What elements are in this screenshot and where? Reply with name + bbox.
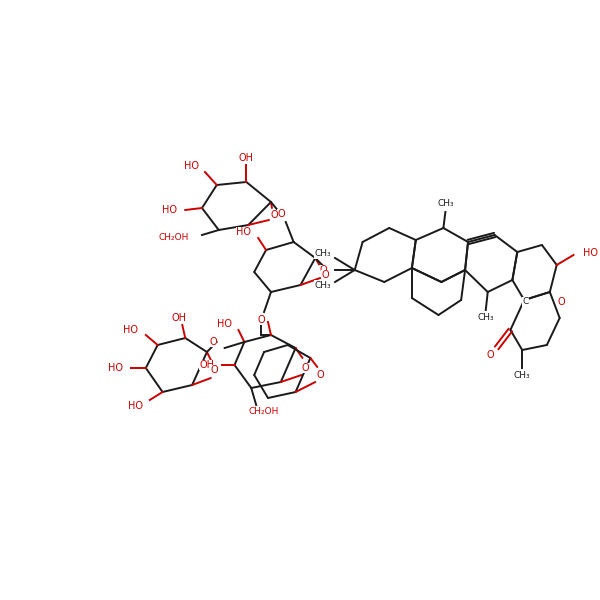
Text: O: O xyxy=(270,210,278,220)
Text: O: O xyxy=(257,315,265,325)
Text: HO: HO xyxy=(236,227,251,237)
Text: O: O xyxy=(302,363,309,373)
Text: OH: OH xyxy=(200,360,215,370)
Text: O: O xyxy=(320,265,327,275)
Text: HO: HO xyxy=(217,319,232,329)
Text: C: C xyxy=(522,298,529,307)
Text: HO: HO xyxy=(184,161,199,171)
Text: HO: HO xyxy=(123,325,138,335)
Text: HO: HO xyxy=(583,248,598,258)
Text: HO: HO xyxy=(128,401,143,411)
Text: CH₃: CH₃ xyxy=(437,199,454,208)
Text: CH₃: CH₃ xyxy=(315,250,332,259)
Text: O: O xyxy=(487,350,494,360)
Text: O: O xyxy=(211,365,218,375)
Text: O: O xyxy=(316,370,324,380)
Text: O: O xyxy=(209,337,217,347)
Text: CH₃: CH₃ xyxy=(514,371,530,380)
Text: CH₃: CH₃ xyxy=(478,313,494,323)
Text: CH₂OH: CH₂OH xyxy=(159,233,189,242)
Text: O: O xyxy=(558,297,565,307)
Text: OH: OH xyxy=(172,313,187,323)
Text: OH: OH xyxy=(239,153,254,163)
Text: O: O xyxy=(322,270,329,280)
Text: HO: HO xyxy=(108,363,123,373)
Text: HO: HO xyxy=(163,205,178,215)
Text: CH₂OH: CH₂OH xyxy=(249,407,279,416)
Text: CH₃: CH₃ xyxy=(315,280,332,289)
Text: O: O xyxy=(277,209,284,219)
